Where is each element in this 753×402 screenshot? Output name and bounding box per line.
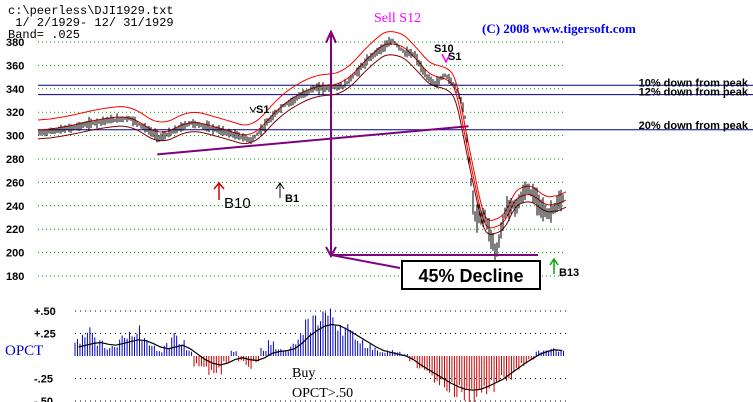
b10-label: B10 <box>224 195 251 212</box>
y-tick-label: 260 <box>6 177 24 189</box>
price-grid <box>38 41 566 277</box>
sell-s12-label: Sell S12 <box>374 11 421 26</box>
opct-tick-label: -.50 <box>34 396 53 402</box>
lower-band <box>37 54 567 235</box>
y-tick-label: 360 <box>6 60 24 72</box>
opct-label: OPCT <box>5 343 43 359</box>
y-tick-label: 180 <box>6 271 24 283</box>
copyright-text: (C) 2008 www.tigersoft.com <box>482 21 636 36</box>
y-tick-label: 380 <box>6 37 24 49</box>
reference-line-label: 20% down from peak <box>639 120 749 132</box>
s1-label: S1 <box>256 104 269 116</box>
y-tick-label: 240 <box>6 201 24 213</box>
y-tick-label: 320 <box>6 107 24 119</box>
annotations <box>213 29 559 290</box>
decline-pointer-line <box>330 253 401 269</box>
header-path: c:\peerless\DJI1929.txt <box>8 4 174 18</box>
price-series <box>38 37 564 261</box>
s10-label: S10 <box>434 43 454 55</box>
opct-moving-average <box>78 323 563 391</box>
trend-line <box>157 125 469 156</box>
decline-label: 45% Decline <box>418 266 523 286</box>
price-bands <box>37 31 567 235</box>
opct-tick-label: +.25 <box>34 329 56 341</box>
y-tick-label: 220 <box>6 224 24 236</box>
s10-arrow <box>441 53 451 64</box>
header-dates: 1/ 2/1929- 12/ 31/1929 <box>8 16 174 30</box>
y-tick-label: 300 <box>6 131 24 143</box>
middle-band <box>37 43 567 229</box>
s1-label: S1 <box>448 51 461 63</box>
labels: 180 200 220 240 260 280 300 320 340 360 380 10% dow… <box>5 11 749 402</box>
header-band: Band= .025 <box>8 28 81 42</box>
opct-tick-label: +.50 <box>34 306 56 318</box>
trend-lines <box>157 125 469 156</box>
y-tick-label: 280 <box>6 154 24 166</box>
upper-band <box>37 31 567 221</box>
s1-arrow <box>249 106 257 113</box>
b1-label: B1 <box>285 193 299 205</box>
b10-arrow-head <box>213 181 225 190</box>
b13-label: B13 <box>559 267 579 279</box>
decline-box <box>401 260 541 290</box>
opct-bars <box>74 308 565 402</box>
b1-arrow-head <box>275 182 285 190</box>
opct-tick-label: -.25 <box>34 374 53 386</box>
reference-line-label: 10% down from peak <box>639 77 749 89</box>
reference-line-label: 12% down from peak <box>639 87 749 99</box>
opct-buy-condition: OPCT>.50 <box>292 386 353 401</box>
b13-arrow-head <box>549 257 559 266</box>
y-tick-label: 200 <box>6 248 24 260</box>
decline-arrow-up <box>325 29 337 44</box>
opct-buy-label: Buy <box>292 366 315 381</box>
y-tick-label: 340 <box>6 84 24 96</box>
reference-lines <box>38 84 753 131</box>
